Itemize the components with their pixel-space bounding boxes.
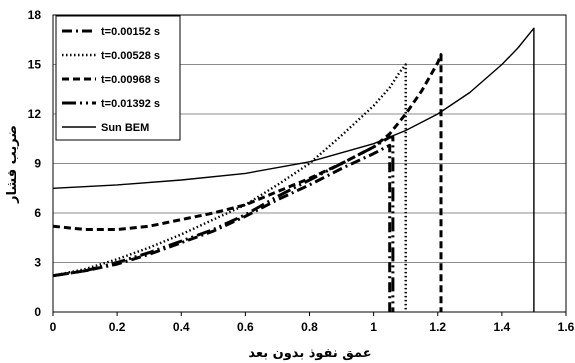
legend-label: t=0.00968 s: [101, 74, 160, 86]
axes-layer: [52, 14, 567, 316]
x-axis-title: عمق نفوذ بدون بعد: [248, 346, 371, 361]
y-tick-label: 3: [34, 256, 41, 270]
legend-items: t=0.00152 s t=0.00528 s t=0.00968 s t=0.013…: [62, 26, 160, 134]
series-2: [52, 63, 407, 312]
y-tick-label: 15: [28, 58, 42, 72]
series-3: [52, 53, 443, 312]
legend-box: [55, 15, 181, 141]
y-axis-title: ضریب فشار: [5, 125, 20, 204]
x-tick-label: 1.2: [429, 320, 446, 334]
legend-label: Sun BEM: [101, 122, 149, 134]
series-line: [52, 63, 407, 312]
tick-layer: 0 3 6 9 12 15 18 0 0.2 0.4 0.6 0.8 1 1.2 1.4 1.6: [28, 8, 575, 334]
series-line: [52, 53, 443, 312]
plot-area-border: [52, 14, 567, 313]
legend-label: t=0.01392 s: [101, 98, 160, 110]
y-tick-label: 9: [34, 157, 41, 171]
series-layer: [52, 27, 535, 312]
x-tick-label: 0.4: [173, 320, 190, 334]
x-tick-label: 1.6: [558, 320, 575, 334]
x-tick-label: 0: [50, 320, 57, 334]
y-tick-label: 18: [28, 8, 42, 22]
series-line: [52, 27, 535, 312]
series-5: [52, 27, 535, 312]
x-tick-label: 0.8: [301, 320, 318, 334]
y-tick-label: 0: [34, 305, 41, 319]
legend-label: t=0.00528 s: [101, 50, 160, 62]
x-tick-label: 0.6: [237, 320, 254, 334]
legend-label: t=0.00152 s: [101, 26, 160, 38]
x-tick-label: 1.4: [494, 320, 511, 334]
y-tick-label: 12: [28, 107, 42, 121]
x-tick-label: 0.2: [109, 320, 126, 334]
x-tick-label: 1: [370, 320, 377, 334]
legend: t=0.00152 s t=0.00528 s t=0.00968 s t=0.013…: [55, 15, 181, 141]
y-tick-label: 6: [34, 206, 41, 220]
